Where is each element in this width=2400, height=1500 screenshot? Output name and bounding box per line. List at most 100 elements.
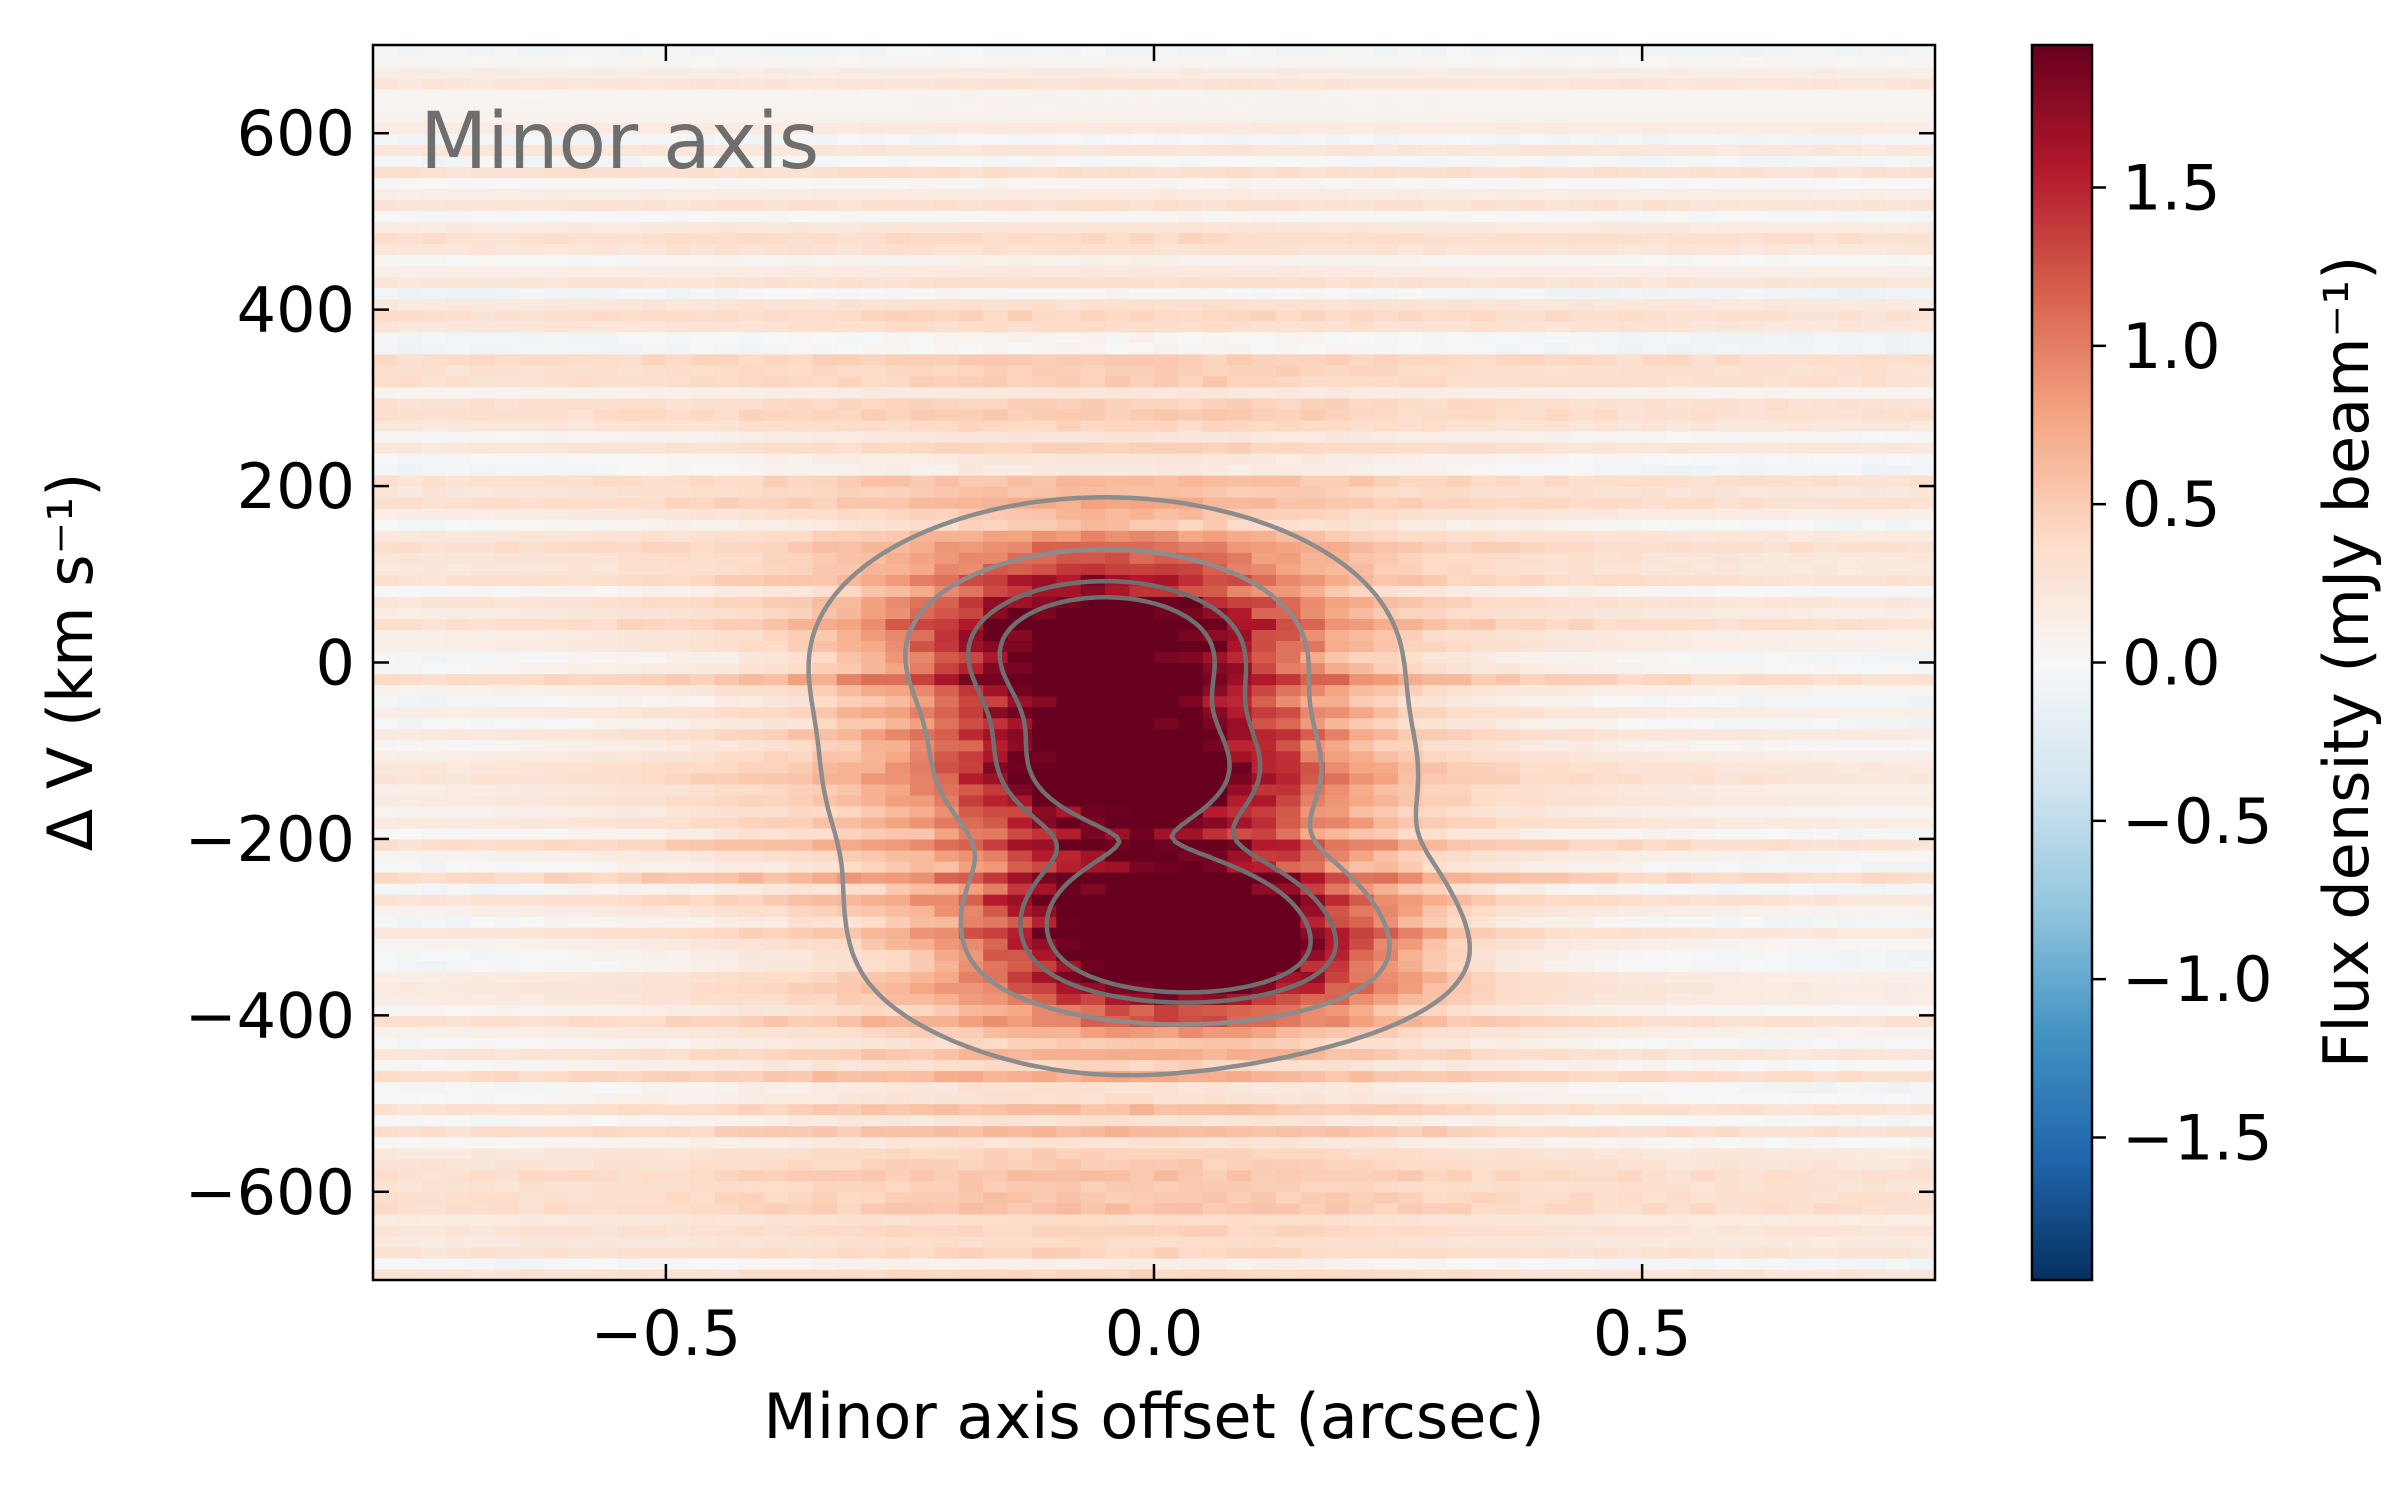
heatmap-cell: [934, 1048, 960, 1061]
heatmap-cell: [1690, 927, 1716, 939]
heatmap-cell: [909, 1125, 935, 1138]
heatmap-cell: [909, 1004, 935, 1016]
heatmap-cell: [495, 1059, 521, 1072]
heatmap-cell: [836, 1114, 862, 1127]
heatmap-cell: [1837, 441, 1863, 454]
heatmap-cell: [1080, 552, 1106, 564]
heatmap-cell: [1324, 673, 1350, 686]
heatmap-cell: [1861, 1268, 1887, 1280]
heatmap-cell: [1886, 486, 1912, 498]
heatmap-cell: [836, 706, 862, 719]
heatmap-cell: [958, 993, 984, 1005]
heatmap-cell: [836, 1070, 862, 1083]
heatmap-cell: [885, 1136, 911, 1149]
heatmap-cell: [1544, 1202, 1570, 1215]
heatmap-cell: [1373, 816, 1399, 829]
heatmap-cell: [1154, 1048, 1180, 1061]
heatmap-cell: [1178, 816, 1204, 829]
heatmap-cell: [1520, 982, 1546, 994]
heatmap-cell: [373, 838, 399, 851]
heatmap-cell: [1398, 1103, 1424, 1116]
heatmap-cell: [568, 574, 594, 586]
heatmap-cell: [861, 530, 887, 542]
heatmap-cell: [1105, 1235, 1131, 1248]
heatmap-cell: [1154, 430, 1180, 443]
heatmap-cell: [1373, 640, 1399, 653]
heatmap-cell: [1080, 464, 1106, 476]
heatmap-cell: [1715, 971, 1741, 983]
heatmap-cell: [1202, 530, 1228, 542]
heatmap-cell: [1642, 1092, 1668, 1105]
heatmap-cell: [1202, 1224, 1228, 1237]
heatmap-cell: [1324, 607, 1350, 619]
heatmap-cell: [1227, 916, 1253, 928]
heatmap-cell: [592, 1004, 618, 1016]
heatmap-cell: [495, 497, 521, 509]
heatmap-cell: [739, 1191, 765, 1204]
heatmap-cell: [1812, 1015, 1838, 1027]
heatmap-cell: [836, 794, 862, 807]
heatmap-cell: [1276, 1202, 1302, 1215]
heatmap-cell: [714, 1004, 740, 1016]
heatmap-cell: [1446, 430, 1472, 443]
heatmap-cell: [1276, 574, 1302, 586]
heatmap-cell: [470, 1136, 496, 1149]
heatmap-cell: [1056, 1048, 1082, 1061]
heatmap-cell: [1910, 1180, 1935, 1193]
heatmap-cell: [568, 938, 594, 950]
heatmap-cell: [763, 883, 789, 895]
heatmap-cell: [1910, 761, 1935, 774]
heatmap-cell: [495, 1136, 521, 1149]
heatmap-cell: [1471, 883, 1497, 895]
heatmap-cell: [1642, 1026, 1668, 1039]
heatmap-cell: [836, 541, 862, 553]
heatmap-cell: [1007, 1026, 1033, 1039]
heatmap-cell: [543, 1213, 569, 1226]
heatmap-cell: [958, 430, 984, 443]
heatmap-cell: [446, 1257, 472, 1270]
heatmap-cell: [495, 519, 521, 531]
heatmap-cell: [1056, 761, 1082, 774]
heatmap-cell: [446, 838, 472, 851]
heatmap-cell: [1690, 816, 1716, 829]
heatmap-cell: [373, 607, 399, 619]
heatmap-cell: [861, 1268, 887, 1280]
heatmap-cell: [641, 1103, 667, 1116]
heatmap-cell: [495, 1048, 521, 1061]
heatmap-cell: [690, 486, 716, 498]
heatmap-cell: [958, 794, 984, 807]
heatmap-cell: [1495, 872, 1521, 884]
heatmap-cell: [983, 585, 1009, 597]
heatmap-cell: [373, 1103, 399, 1116]
heatmap-cell: [763, 464, 789, 476]
heatmap-cell: [714, 827, 740, 840]
heatmap-cell: [1690, 662, 1716, 675]
heatmap-cell: [543, 872, 569, 884]
heatmap-cell: [739, 927, 765, 939]
heatmap-cell: [714, 905, 740, 917]
heatmap-cell: [1764, 1180, 1790, 1193]
heatmap-cell: [421, 872, 447, 884]
heatmap-cell: [1349, 816, 1375, 829]
heatmap-cell: [1300, 728, 1326, 741]
heatmap-cell: [909, 805, 935, 818]
heatmap-cell: [1593, 1180, 1619, 1193]
heatmap-cell: [1544, 430, 1570, 443]
heatmap-cell: [958, 805, 984, 818]
heatmap-cell: [714, 739, 740, 752]
heatmap-cell: [1178, 1081, 1204, 1094]
heatmap-cell: [1764, 419, 1790, 432]
heatmap-cell: [1642, 872, 1668, 884]
heatmap-cell: [1154, 1169, 1180, 1182]
heatmap-cell: [763, 585, 789, 597]
heatmap-cell: [1276, 1136, 1302, 1149]
heatmap-cell: [836, 1026, 862, 1039]
heatmap-cell: [1764, 1136, 1790, 1149]
heatmap-cell: [1788, 728, 1814, 741]
heatmap-cell: [1544, 607, 1570, 619]
heatmap-cell: [812, 1213, 838, 1226]
heatmap-cell: [1788, 441, 1814, 454]
heatmap-cell: [1251, 750, 1277, 763]
heatmap-cell: [1129, 574, 1155, 586]
heatmap-cell: [1349, 640, 1375, 653]
